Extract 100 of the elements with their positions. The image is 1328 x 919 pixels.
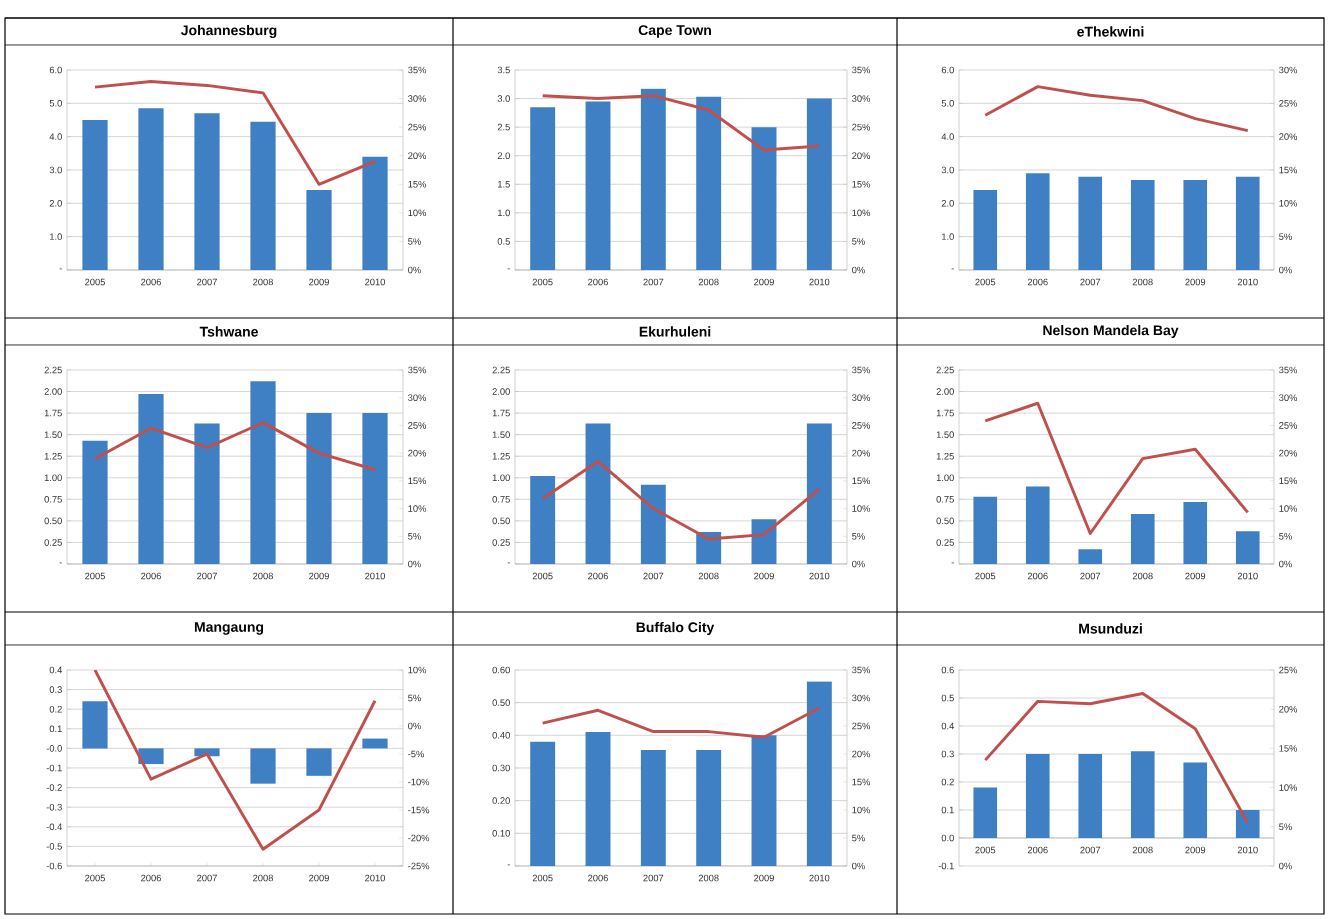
y2-tick-label: 15% [852,778,871,786]
y2-tick-label: 15% [1279,477,1298,485]
y2-tick-label: 5% [408,238,421,245]
bar [362,413,388,564]
chart-title: Buffalo City [636,621,715,635]
x-tick-label: 2007 [643,874,664,882]
y2-tick-label: 35% [852,366,871,374]
x-tick-label: 2005 [85,278,105,286]
y2-tick-label: 20% [852,449,871,457]
y2-tick-label: 20% [852,152,871,159]
y2-tick-label: 30% [852,694,871,702]
y2-tick-label: 20% [852,750,871,758]
chart-title: Nelson Mandela Bay [1043,324,1179,339]
line-series [93,79,377,186]
y-tick-label: -0.3 [46,803,62,811]
bar [696,750,722,866]
bar [751,735,777,866]
x-tick-label: 2010 [1237,278,1258,286]
y-tick-label: 0.25 [492,539,510,546]
bar [1078,549,1103,564]
y2-tick-label: 20% [1279,133,1298,140]
y2-tick-label: 30% [1279,394,1298,401]
y-tick-label: 1.75 [936,409,954,417]
x-tick-label: 2006 [1027,278,1048,286]
y2-tick-label: -10% [408,778,430,786]
y2-tick-label: 15% [1279,745,1298,752]
y2-tick-label: 5% [408,533,421,540]
x-tick-label: 2006 [141,572,161,580]
line-series [983,692,1250,825]
y2-tick-label: 5% [1279,823,1292,831]
bar [250,381,276,564]
y-tick-label: - [59,268,62,270]
y-tick-label: 2.25 [44,366,62,374]
bar [1235,809,1260,838]
y2-tick-label: 0% [1279,862,1292,870]
x-tick-label: 2006 [588,874,608,882]
bar [306,413,332,564]
y2-tick-label: 20% [408,449,427,457]
y-tick-label: 5.0 [941,100,954,107]
y-tick-label: 0.4 [49,666,63,674]
y-tick-label: 0.2 [941,778,954,786]
bar [362,156,388,270]
bar [1025,753,1050,838]
x-tick-label: 2008 [1132,846,1153,854]
y2-tick-label: 10% [408,666,427,674]
y2-tick-label: 35% [852,666,871,674]
y2-tick-label: 5% [852,238,865,245]
chart-title: Johannesburg [180,24,277,39]
y2-tick-label: 0% [1279,560,1292,568]
y2-tick-label: 10% [408,209,427,217]
y-tick-label: 1.0 [50,233,62,240]
x-tick-label: 2005 [532,874,553,882]
x-tick-label: 2007 [643,278,664,286]
y-tick-label: 2.00 [492,388,510,395]
y2-tick-label: 25% [1279,100,1298,107]
y-tick-label: 0.2 [49,705,62,713]
y-tick-label: 0.75 [44,496,62,503]
y2-tick-label: 0% [408,722,421,730]
y-tick-label: -0.1 [46,764,62,772]
y-tick-label: 0.40 [492,732,510,739]
x-tick-label: 2009 [309,874,329,882]
y-tick-label: 0.60 [492,666,510,674]
chart-title: Ekurhuleni [639,326,711,337]
x-tick-label: 2006 [141,278,161,286]
bar [640,750,666,866]
y2-tick-label: 10% [852,806,871,814]
y-tick-label: 0.25 [936,539,954,546]
y-tick-label: 0.4 [941,722,955,730]
y-tick-label: 1.5 [498,181,510,188]
y2-tick-label: 0% [852,560,865,568]
y2-tick-label: 25% [852,422,871,429]
bar [1078,753,1103,838]
bar [640,484,666,564]
y2-tick-label: 30% [852,95,871,102]
y2-tick-label: 20% [1279,449,1298,457]
bar [1183,501,1208,564]
chart-title: Tshwane [199,326,258,337]
y-tick-label: 0.1 [49,725,62,733]
chart-title: eThekwini [1077,26,1144,37]
x-tick-label: 2009 [309,278,329,286]
y2-tick-label: 30% [408,95,427,102]
x-tick-label: 2007 [197,278,217,286]
y2-tick-label: 0% [852,266,865,274]
y-tick-label: - [951,562,954,564]
y2-tick-label: 10% [1279,505,1298,512]
x-tick-label: 2007 [643,572,664,580]
y-tick-label: 4.0 [941,133,954,140]
y2-tick-label: 10% [1279,200,1298,207]
y2-tick-label: 5% [852,533,865,540]
y-tick-label: 1.50 [936,431,954,438]
y2-tick-label: 20% [408,152,427,159]
y2-tick-label: 25% [852,722,871,730]
bar [585,732,611,866]
line-series [983,85,1250,133]
y-tick-label: 0.3 [941,750,954,758]
y-tick-label: 6.0 [941,66,954,74]
x-tick-label: 2010 [1237,846,1258,854]
y-tick-label: 0.50 [44,517,62,525]
x-tick-label: 2009 [309,572,329,580]
bar [1130,513,1155,564]
